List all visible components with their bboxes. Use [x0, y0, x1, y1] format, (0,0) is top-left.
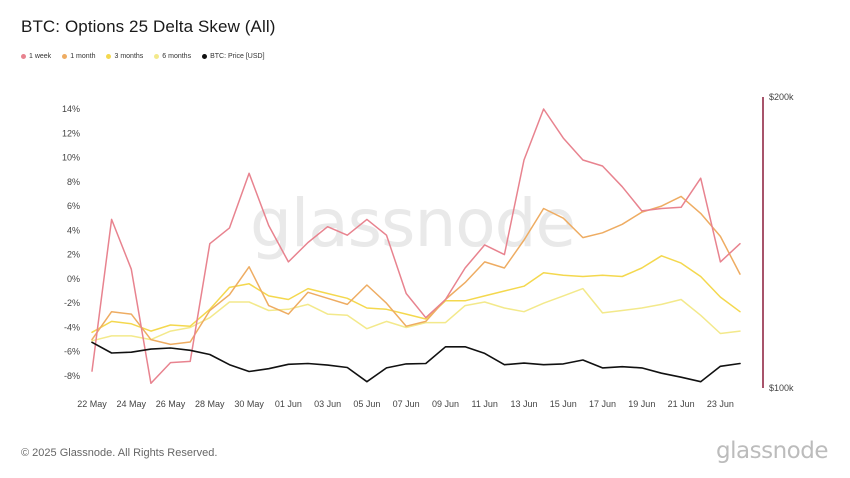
legend-item-btc-price[interactable]: BTC: Price [USD] [202, 53, 265, 60]
x-tick-label: 13 Jun [510, 399, 537, 409]
x-tick-label: 26 May [156, 399, 186, 409]
right-y-tick-label: $100k [769, 383, 794, 393]
y-tick-label: 2% [67, 250, 80, 260]
chart-title: BTC: Options 25 Delta Skew (All) [21, 17, 276, 36]
y-tick-label: 12% [62, 128, 80, 138]
y-tick-label: 4% [67, 225, 80, 235]
legend-item-1-week[interactable]: 1 week [21, 53, 51, 60]
x-tick-label: 24 May [117, 399, 147, 409]
series-line-6-months[interactable] [91, 287, 741, 342]
y-tick-label: 6% [67, 201, 80, 211]
y-tick-label: 14% [62, 104, 80, 114]
legend-swatch-6-months [154, 54, 160, 59]
glassnode-logo: glassnode [716, 438, 828, 464]
x-tick-label: 30 May [234, 399, 264, 409]
x-tick-label: 28 May [195, 399, 225, 409]
series-line-1-week[interactable] [91, 108, 741, 385]
legend-swatch-3-months [106, 54, 112, 59]
legend-swatch-btc-price [202, 54, 208, 59]
x-tick-label: 05 Jun [353, 399, 380, 409]
chart-plot: -8% -6% -4% -2% 0% 2% 4% 6% 8% 10% 12% 14% $200k $100… [62, 92, 794, 409]
series-line-1-month[interactable] [91, 195, 741, 346]
chart-legend: 1 week 1 month 3 months 6 months BTC: Pr… [21, 53, 265, 60]
legend-label-3-months: 3 months [114, 53, 144, 60]
x-tick-label: 03 Jun [314, 399, 341, 409]
copyright-text: © 2025 Glassnode. All Rights Reserved. [21, 447, 218, 459]
x-tick-label: 19 Jun [628, 399, 655, 409]
y-tick-label: 0% [67, 274, 80, 284]
x-tick-label: 17 Jun [589, 399, 616, 409]
legend-item-1-month[interactable]: 1 month [62, 53, 95, 60]
legend-label-1-month: 1 month [70, 53, 96, 60]
y-tick-label: 10% [62, 153, 80, 163]
series-line-btc-price-usd[interactable] [91, 341, 741, 383]
x-tick-label: 11 Jun [472, 399, 498, 409]
x-tick-label: 07 Jun [393, 399, 420, 409]
legend-item-6-months[interactable]: 6 months [154, 53, 191, 60]
legend-label-1-week: 1 week [29, 53, 52, 60]
y-tick-label: -6% [64, 347, 80, 357]
legend-item-3-months[interactable]: 3 months [106, 53, 143, 60]
legend-label-btc-price: BTC: Price [USD] [210, 53, 265, 60]
y-tick-label: -8% [64, 371, 80, 381]
x-tick-label: 15 Jun [550, 399, 577, 409]
right-y-tick-label: $200k [769, 92, 794, 102]
watermark: glassnode [250, 185, 576, 262]
legend-swatch-1-month [62, 54, 68, 59]
x-tick-label: 22 May [77, 399, 107, 409]
x-tick-label: 21 Jun [668, 399, 695, 409]
series-line-3-months[interactable] [91, 255, 741, 334]
x-tick-label: 01 Jun [275, 399, 302, 409]
legend-swatch-1-week [21, 54, 26, 59]
y-tick-label: -4% [64, 322, 80, 332]
y-tick-label: 8% [67, 177, 80, 187]
x-tick-label: 09 Jun [432, 399, 459, 409]
y-tick-label: -2% [64, 298, 80, 308]
legend-label-6-months: 6 months [162, 53, 192, 60]
x-tick-label: 23 Jun [707, 399, 734, 409]
